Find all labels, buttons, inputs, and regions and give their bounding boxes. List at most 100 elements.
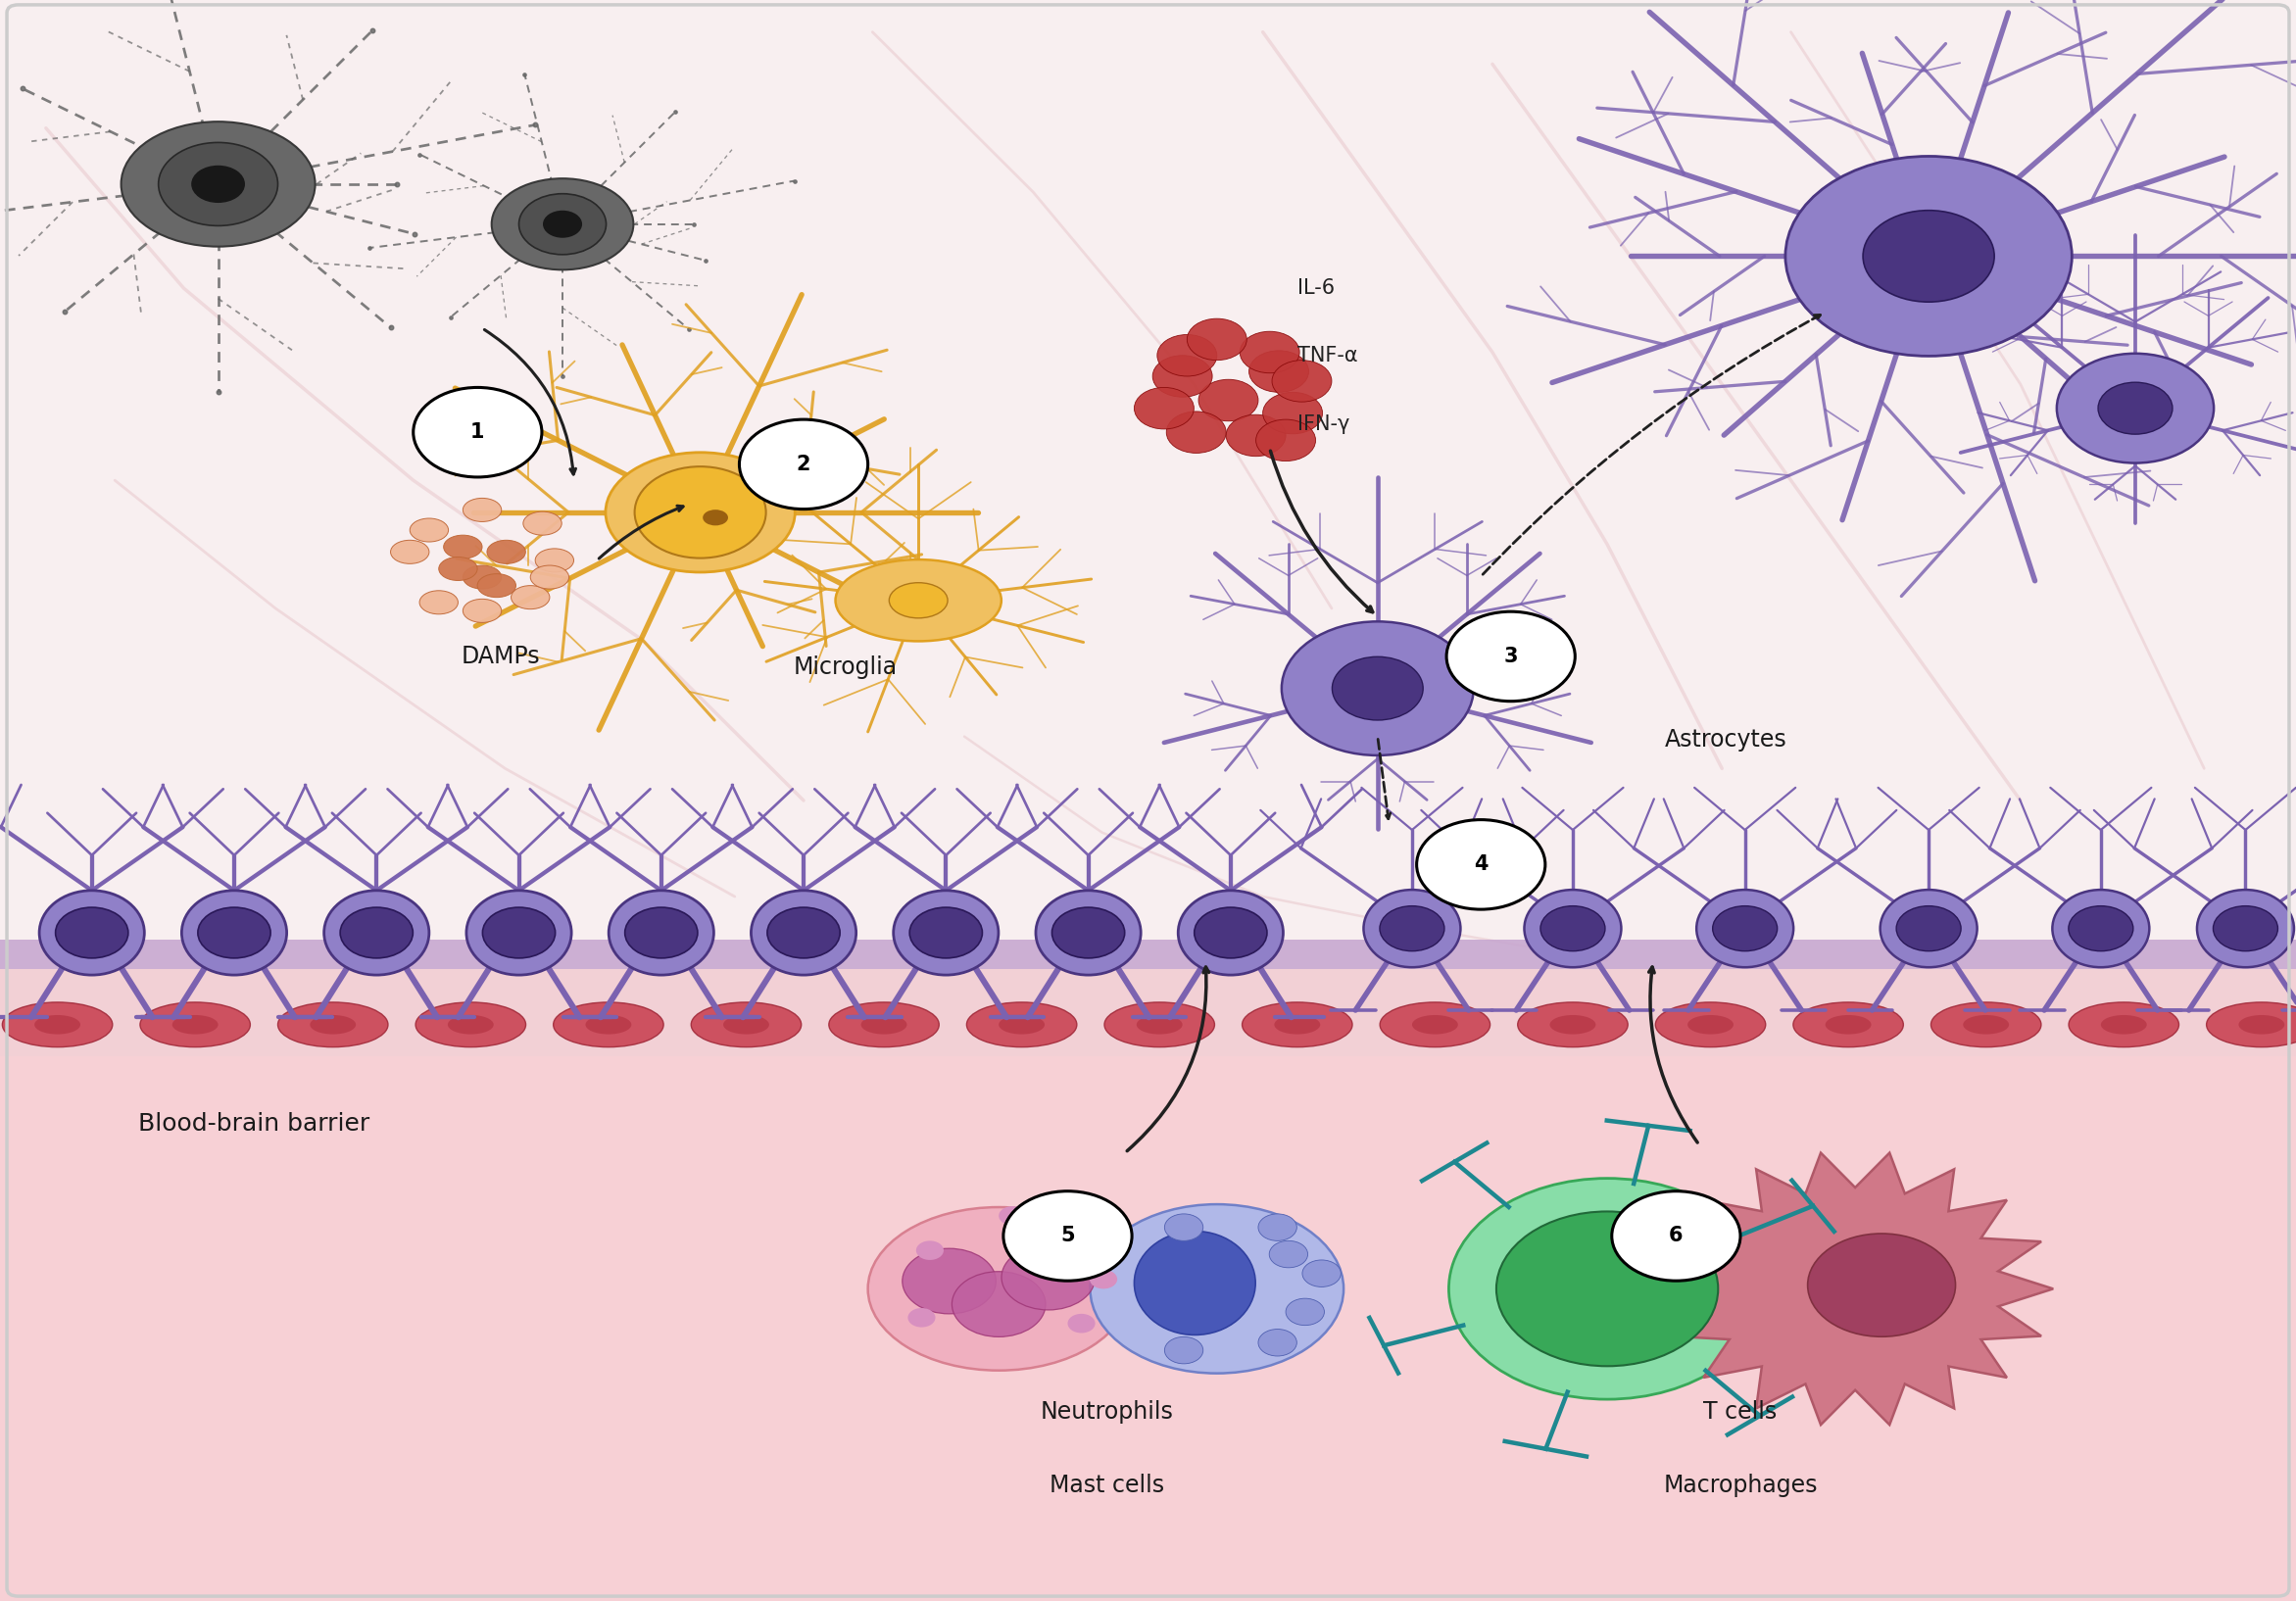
Circle shape (1001, 1244, 1095, 1310)
Circle shape (1164, 1214, 1203, 1241)
Circle shape (413, 387, 542, 477)
Circle shape (1332, 656, 1424, 720)
Circle shape (625, 908, 698, 957)
FancyBboxPatch shape (0, 940, 2296, 969)
Circle shape (1786, 157, 2071, 355)
Ellipse shape (535, 549, 574, 572)
FancyBboxPatch shape (0, 993, 2296, 1601)
Circle shape (907, 1308, 934, 1327)
Ellipse shape (2197, 890, 2294, 967)
Circle shape (916, 1241, 944, 1260)
Ellipse shape (122, 122, 315, 247)
Ellipse shape (1697, 890, 1793, 967)
Ellipse shape (1380, 1002, 1490, 1047)
Ellipse shape (409, 519, 448, 541)
Circle shape (1497, 1212, 1717, 1366)
Ellipse shape (585, 1015, 631, 1034)
Ellipse shape (390, 540, 429, 564)
Circle shape (1091, 1270, 1118, 1289)
FancyBboxPatch shape (0, 969, 2296, 1057)
Ellipse shape (1525, 890, 1621, 967)
Ellipse shape (751, 890, 856, 975)
Ellipse shape (967, 1002, 1077, 1047)
Ellipse shape (1655, 1002, 1766, 1047)
Text: Mast cells: Mast cells (1049, 1475, 1164, 1497)
Ellipse shape (2206, 1002, 2296, 1047)
Circle shape (1134, 387, 1194, 429)
Ellipse shape (278, 1002, 388, 1047)
Text: DAMPs: DAMPs (461, 645, 540, 668)
Ellipse shape (1412, 1015, 1458, 1034)
Text: Astrocytes: Astrocytes (1665, 728, 1786, 751)
Text: Macrophages: Macrophages (1662, 1475, 1818, 1497)
Ellipse shape (1134, 1231, 1256, 1335)
Circle shape (953, 1271, 1045, 1337)
Ellipse shape (553, 1002, 664, 1047)
Ellipse shape (868, 1207, 1130, 1370)
Ellipse shape (420, 591, 457, 615)
Circle shape (1258, 1214, 1297, 1241)
Circle shape (482, 908, 556, 957)
Ellipse shape (1104, 1002, 1215, 1047)
Text: TNF-α: TNF-α (1297, 346, 1357, 365)
Ellipse shape (1793, 1002, 1903, 1047)
Circle shape (1270, 1241, 1309, 1268)
Ellipse shape (861, 1015, 907, 1034)
Circle shape (767, 908, 840, 957)
Circle shape (1302, 1260, 1341, 1287)
Circle shape (2099, 383, 2172, 434)
Ellipse shape (889, 583, 948, 618)
Circle shape (1194, 908, 1267, 957)
Ellipse shape (2239, 1015, 2285, 1034)
Circle shape (1272, 360, 1332, 402)
Circle shape (1380, 906, 1444, 951)
Ellipse shape (2101, 1015, 2147, 1034)
Circle shape (634, 466, 767, 559)
Ellipse shape (487, 540, 526, 564)
Text: 2: 2 (797, 455, 810, 474)
Circle shape (1003, 1191, 1132, 1281)
Ellipse shape (1963, 1015, 2009, 1034)
Circle shape (1263, 392, 1322, 434)
Ellipse shape (1242, 1002, 1352, 1047)
Circle shape (1226, 415, 1286, 456)
Ellipse shape (448, 1015, 494, 1034)
Ellipse shape (464, 599, 501, 623)
Circle shape (1166, 411, 1226, 453)
Text: Microglia: Microglia (792, 656, 898, 679)
Ellipse shape (1688, 1015, 1733, 1034)
Text: T cells: T cells (1704, 1401, 1777, 1423)
Circle shape (1249, 351, 1309, 392)
Ellipse shape (491, 179, 634, 271)
Ellipse shape (829, 1002, 939, 1047)
Circle shape (1862, 210, 1995, 303)
Ellipse shape (464, 498, 501, 522)
Circle shape (909, 908, 983, 957)
Ellipse shape (999, 1015, 1045, 1034)
Ellipse shape (1178, 890, 1283, 975)
Ellipse shape (439, 557, 478, 581)
Ellipse shape (2, 1002, 113, 1047)
Circle shape (902, 1249, 996, 1314)
Ellipse shape (1091, 1204, 1343, 1374)
Ellipse shape (2069, 1002, 2179, 1047)
Text: 4: 4 (1474, 855, 1488, 874)
Ellipse shape (512, 586, 549, 608)
Ellipse shape (39, 890, 145, 975)
Circle shape (1541, 906, 1605, 951)
Ellipse shape (530, 565, 569, 589)
Ellipse shape (466, 890, 572, 975)
Circle shape (1052, 908, 1125, 957)
Circle shape (1807, 1233, 1956, 1337)
Circle shape (55, 908, 129, 957)
Circle shape (739, 419, 868, 509)
Circle shape (1612, 1191, 1740, 1281)
Circle shape (542, 210, 583, 239)
Ellipse shape (703, 509, 728, 525)
Ellipse shape (1931, 1002, 2041, 1047)
Ellipse shape (34, 1015, 80, 1034)
Circle shape (1896, 906, 1961, 951)
Ellipse shape (606, 453, 794, 572)
Circle shape (340, 908, 413, 957)
Text: 6: 6 (1669, 1226, 1683, 1246)
